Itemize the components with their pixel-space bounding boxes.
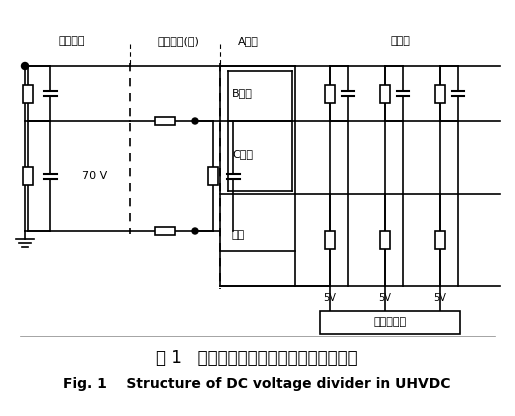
Bar: [155, 117, 175, 125]
Text: 隔离放大器: 隔离放大器: [373, 317, 406, 327]
Text: 70 V: 70 V: [82, 171, 108, 181]
Bar: [320, 311, 460, 334]
Text: 图 1   特高压直流输电工程直流分压器结构: 图 1 特高压直流输电工程直流分压器结构: [156, 349, 358, 367]
Circle shape: [22, 62, 28, 69]
Text: Fig. 1    Structure of DC voltage divider in UHVDC: Fig. 1 Structure of DC voltage divider i…: [63, 377, 451, 391]
Bar: [23, 167, 33, 185]
Circle shape: [192, 118, 198, 124]
Text: A系统: A系统: [237, 36, 259, 46]
Text: 5V: 5V: [434, 293, 447, 303]
Bar: [325, 84, 335, 102]
Bar: [380, 231, 390, 249]
Bar: [208, 167, 218, 185]
Text: 备用: 备用: [232, 230, 245, 240]
Text: 平衡单元(板): 平衡单元(板): [157, 36, 199, 46]
Bar: [435, 231, 445, 249]
Text: C系统: C系统: [232, 149, 253, 159]
Text: B系统: B系统: [232, 89, 253, 99]
Bar: [23, 84, 33, 102]
Text: 分压单元: 分压单元: [59, 36, 85, 46]
Circle shape: [192, 228, 198, 234]
Text: 5V: 5V: [323, 293, 336, 303]
Text: 分压板: 分压板: [390, 36, 410, 46]
Text: 5V: 5V: [379, 293, 391, 303]
Bar: [380, 84, 390, 102]
Bar: [325, 231, 335, 249]
Bar: [435, 84, 445, 102]
Bar: [155, 227, 175, 235]
